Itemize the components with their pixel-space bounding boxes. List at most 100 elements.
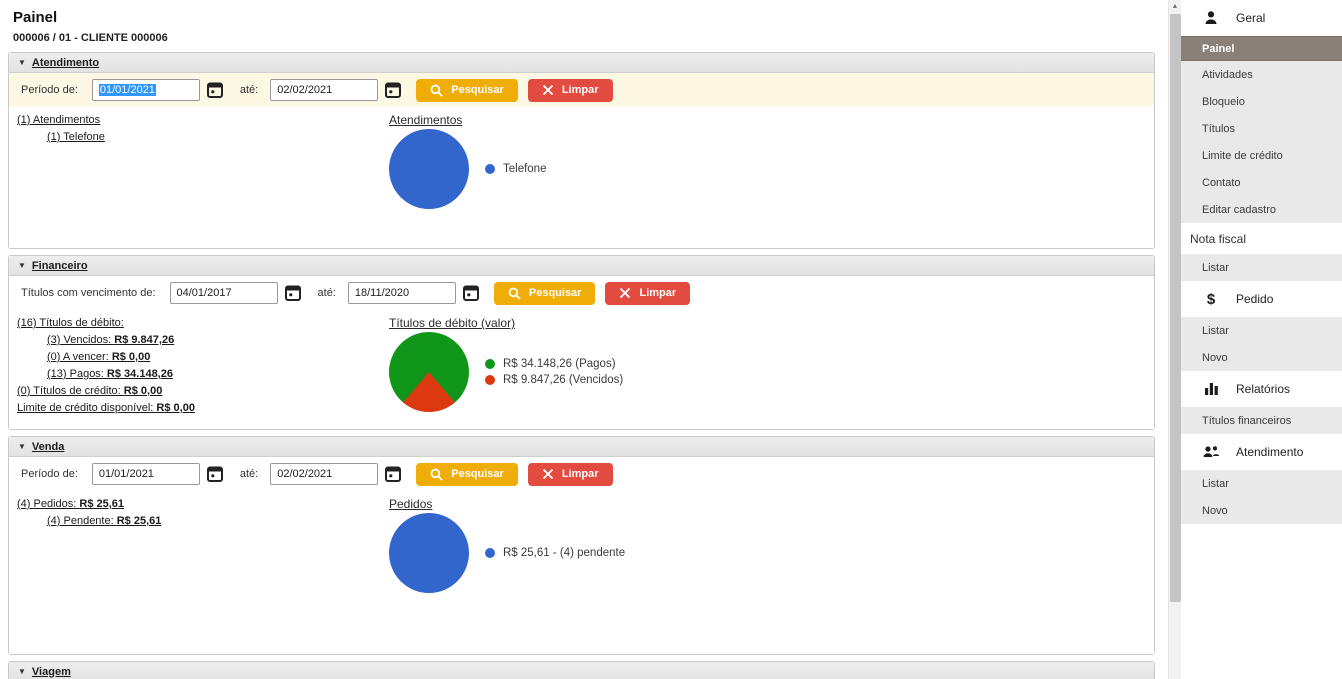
- atendimentos-chart: Atendimentos Telefone: [389, 112, 546, 248]
- vertical-scrollbar[interactable]: ▲: [1168, 0, 1181, 679]
- collapse-triangle-icon: ▼: [18, 58, 26, 67]
- sidebar-item-nota-fiscal-listar[interactable]: Listar: [1181, 254, 1342, 281]
- sidebar-header-atendimento[interactable]: Atendimento: [1181, 434, 1342, 470]
- legend-dot: [485, 164, 495, 174]
- client-breadcrumb: 000006 / 01 - CLIENTE 000006: [13, 32, 168, 44]
- titulos-debito-pie: [389, 332, 469, 412]
- calendar-icon[interactable]: [206, 464, 224, 484]
- sidebar-item-painel[interactable]: Painel: [1181, 36, 1342, 61]
- sidebar-header-pedido[interactable]: $ Pedido: [1181, 281, 1342, 317]
- atendimento-summary-links: (1) Atendimentos (1) Telefone: [17, 112, 389, 248]
- sidebar-item-bloqueio[interactable]: Bloqueio: [1181, 88, 1342, 115]
- pedidos-chart: Pedidos R$ 25,61 - (4) pendente: [389, 496, 625, 654]
- venda-filter-row: Período de: até: Pesquisar: [9, 457, 1154, 491]
- pagos-link[interactable]: (13) Pagos: R$ 34.148,26: [47, 368, 173, 380]
- section-viagem: ▼ Viagem: [8, 661, 1155, 679]
- pesquisar-button[interactable]: Pesquisar: [416, 78, 518, 102]
- atendimento-filter-row: Período de: 01/01/2021 até:: [9, 73, 1154, 107]
- calendar-icon[interactable]: [384, 80, 402, 100]
- x-icon: [542, 84, 553, 96]
- a-vencer-link[interactable]: (0) A vencer: R$ 0,00: [47, 351, 151, 363]
- section-venda-header[interactable]: ▼ Venda: [9, 437, 1154, 457]
- titulos-credito-link[interactable]: (0) Títulos de crédito: R$ 0,00: [17, 385, 163, 397]
- chart-legend: R$ 34.148,26 (Pagos) R$ 9.847,26 (Vencid…: [485, 356, 623, 388]
- sidebar-item-pedido-novo[interactable]: Novo: [1181, 344, 1342, 371]
- section-atendimento: ▼ Atendimento Período de: 01/01/2021 até…: [8, 52, 1155, 249]
- sidebar-item-editar-cadastro[interactable]: Editar cadastro: [1181, 196, 1342, 223]
- limpar-button[interactable]: Limpar: [527, 462, 613, 486]
- venda-summary-links: (4) Pedidos: R$ 25,61 (4) Pendente: R$ 2…: [17, 496, 389, 654]
- chart-legend: R$ 25,61 - (4) pendente: [485, 545, 625, 561]
- periodo-de-label: Período de:: [21, 468, 78, 480]
- page-header: Painel 000006 / 01 - CLIENTE 000006: [0, 0, 1162, 52]
- sidebar-item-contato[interactable]: Contato: [1181, 169, 1342, 196]
- search-icon: [430, 84, 443, 97]
- x-icon: [542, 468, 553, 480]
- dollar-icon: $: [1206, 290, 1216, 308]
- bar-chart-icon: [1201, 382, 1221, 396]
- search-icon: [430, 468, 443, 481]
- titulos-debito-link[interactable]: (16) Títulos de débito:: [17, 317, 124, 329]
- vencidos-link[interactable]: (3) Vencidos: R$ 9.847,26: [47, 334, 175, 346]
- section-atendimento-header[interactable]: ▼ Atendimento: [9, 53, 1154, 73]
- sidebar-header-geral[interactable]: Geral: [1181, 0, 1342, 36]
- section-title: Viagem: [31, 665, 71, 678]
- section-financeiro-header[interactable]: ▼ Financeiro: [9, 256, 1154, 276]
- scroll-up-arrow-icon[interactable]: ▲: [1171, 3, 1179, 10]
- sidebar-item-limite-de-credito[interactable]: Limite de crédito: [1181, 142, 1342, 169]
- calendar-icon[interactable]: [284, 283, 302, 303]
- legend-dot: [485, 375, 495, 385]
- date-from-input[interactable]: [169, 282, 278, 304]
- pedidos-link[interactable]: (4) Pedidos: R$ 25,61: [17, 498, 125, 510]
- date-to-input[interactable]: [270, 463, 379, 485]
- pesquisar-button[interactable]: Pesquisar: [416, 462, 518, 486]
- collapse-triangle-icon: ▼: [18, 261, 26, 270]
- limite-credito-link[interactable]: Limite de crédito disponível: R$ 0,00: [17, 402, 195, 414]
- calendar-icon[interactable]: [206, 80, 224, 100]
- section-venda: ▼ Venda Período de: até:: [8, 436, 1155, 655]
- scrollbar-thumb[interactable]: [1170, 14, 1181, 602]
- sidebar-item-titulos[interactable]: Títulos: [1181, 115, 1342, 142]
- people-icon: [1201, 445, 1221, 459]
- section-title: Atendimento: [31, 56, 100, 69]
- person-icon: [1201, 10, 1221, 26]
- legend-label: Telefone: [503, 163, 547, 175]
- ate-label: até:: [239, 468, 259, 480]
- section-viagem-header[interactable]: ▼ Viagem: [9, 662, 1154, 679]
- date-to-input[interactable]: [270, 79, 379, 101]
- date-from-input[interactable]: 01/01/2021: [91, 79, 200, 101]
- date-from-input[interactable]: [91, 463, 200, 485]
- sidebar-item-titulos-financeiros[interactable]: Títulos financeiros: [1181, 407, 1342, 434]
- ate-label: até:: [317, 287, 336, 299]
- sidebar-header-relatorios[interactable]: Relatórios: [1181, 371, 1342, 407]
- sidebar-item-atendimento-novo[interactable]: Novo: [1181, 497, 1342, 524]
- pendente-link[interactable]: (4) Pendente: R$ 25,61: [47, 515, 162, 527]
- calendar-icon[interactable]: [384, 464, 402, 484]
- chart-legend: Telefone: [485, 161, 546, 177]
- chart-title-titulos-debito[interactable]: Títulos de débito (valor): [389, 316, 516, 330]
- atendimentos-link[interactable]: (1) Atendimentos: [17, 114, 101, 126]
- pesquisar-button[interactable]: Pesquisar: [493, 281, 596, 305]
- sidebar-menu: Geral Painel Atividades Bloqueio Títulos…: [1181, 0, 1342, 679]
- date-to-input[interactable]: [347, 282, 456, 304]
- limpar-button[interactable]: Limpar: [527, 78, 613, 102]
- telefone-link[interactable]: (1) Telefone: [47, 131, 105, 143]
- sidebar-item-atividades[interactable]: Atividades: [1181, 61, 1342, 88]
- legend-dot: [485, 548, 495, 558]
- chart-title-atendimentos[interactable]: Atendimentos: [389, 113, 463, 127]
- limpar-button[interactable]: Limpar: [605, 281, 691, 305]
- sidebar-item-atendimento-listar[interactable]: Listar: [1181, 470, 1342, 497]
- legend-dot: [485, 359, 495, 369]
- collapse-triangle-icon: ▼: [18, 667, 26, 676]
- x-icon: [620, 287, 631, 299]
- pedidos-pie: [389, 513, 469, 593]
- legend-label: R$ 25,61 - (4) pendente: [503, 547, 626, 559]
- vencimento-label: Títulos com vencimento de:: [21, 287, 156, 299]
- sidebar-header-nota-fiscal[interactable]: Nota fiscal: [1181, 223, 1342, 254]
- section-financeiro: ▼ Financeiro Títulos com vencimento de: …: [8, 255, 1155, 430]
- chart-title-pedidos[interactable]: Pedidos: [389, 497, 433, 511]
- sidebar-item-pedido-listar[interactable]: Listar: [1181, 317, 1342, 344]
- section-title: Financeiro: [31, 259, 88, 272]
- calendar-icon[interactable]: [462, 283, 480, 303]
